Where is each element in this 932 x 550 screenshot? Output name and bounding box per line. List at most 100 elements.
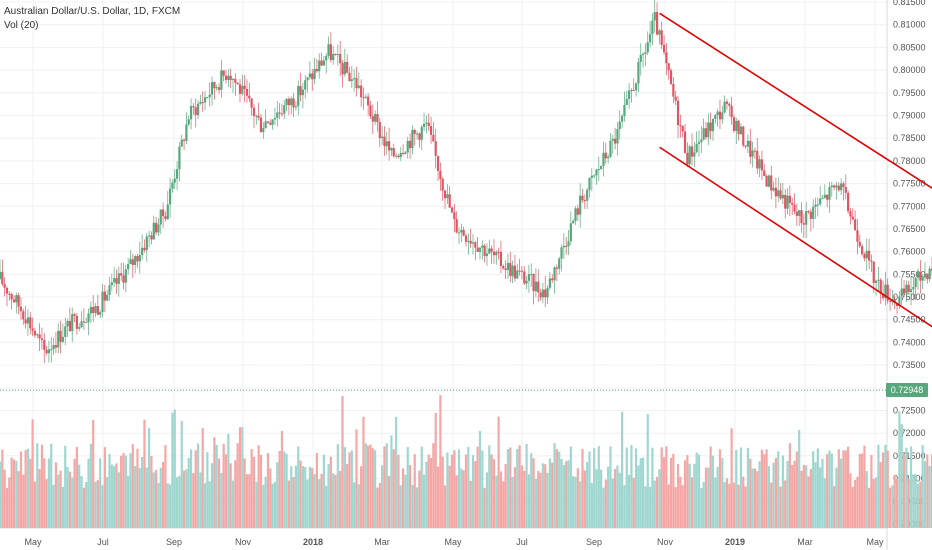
- volume-bar: [234, 460, 237, 528]
- candle-body: [360, 85, 363, 98]
- trend-channel-lower-line[interactable]: [659, 146, 932, 531]
- volume-bar: [185, 469, 188, 528]
- volume-bar: [278, 451, 281, 528]
- candle-body: [224, 75, 228, 80]
- volume-bar: [798, 429, 801, 528]
- volume-bar: [115, 463, 118, 528]
- volume-bar: [602, 487, 605, 528]
- candle-body: [555, 267, 558, 269]
- candle-body: [173, 178, 176, 183]
- candle-body: [357, 85, 360, 89]
- candle-body: [19, 306, 23, 312]
- volume-bar: [884, 444, 887, 528]
- candle-body: [353, 78, 356, 80]
- candle-body: [923, 273, 927, 278]
- candle-body: [362, 97, 365, 99]
- volume-bar: [64, 445, 67, 528]
- candle-body: [490, 248, 493, 252]
- candle-body: [669, 70, 673, 84]
- candle-body: [131, 259, 134, 265]
- candle-body: [611, 138, 614, 141]
- candle-body: [567, 241, 570, 247]
- volume-bar: [802, 464, 805, 528]
- volume-bar: [388, 475, 391, 528]
- volume-bar: [716, 466, 719, 528]
- candle-body: [765, 175, 768, 187]
- volume-bar: [374, 450, 377, 528]
- volume-bar: [662, 457, 666, 528]
- volume-bar: [763, 454, 766, 528]
- candle-body: [313, 68, 316, 80]
- volume-bar: [61, 486, 65, 528]
- y-tick-label: 0.71500: [893, 451, 926, 461]
- candle-body: [87, 313, 90, 323]
- volume-bar: [266, 453, 270, 528]
- volume-bar: [555, 449, 558, 528]
- candle-body: [336, 54, 339, 56]
- volume-bar: [262, 484, 265, 528]
- candle-body: [884, 284, 887, 299]
- volume-bar: [92, 419, 95, 528]
- candle-body: [483, 245, 486, 257]
- volume-bar: [257, 445, 260, 528]
- volume-bar: [250, 449, 253, 528]
- volume-bar: [441, 456, 444, 528]
- candle-body: [206, 97, 209, 99]
- candle-body: [509, 262, 512, 277]
- volume-bar: [29, 458, 32, 528]
- candle-body: [693, 152, 696, 157]
- volume-bar: [574, 476, 577, 528]
- volume-bar: [816, 448, 819, 528]
- candle-body: [215, 87, 218, 89]
- volume-bar: [900, 424, 903, 528]
- volume-bar: [8, 477, 11, 528]
- candle-body: [546, 287, 549, 298]
- candle-body: [5, 287, 9, 294]
- candle-body: [106, 294, 109, 301]
- candle-body: [781, 194, 784, 199]
- trend-channel-upper-line[interactable]: [659, 12, 932, 508]
- volume-bar: [427, 454, 430, 528]
- candle-body: [739, 126, 743, 135]
- volume-bar: [71, 477, 74, 528]
- candle-body: [614, 138, 617, 144]
- volume-bar: [576, 468, 579, 528]
- candle-body: [406, 140, 409, 153]
- candle-body: [597, 169, 600, 171]
- volume-bar: [842, 450, 845, 528]
- candle-body: [385, 141, 388, 147]
- candle-body: [297, 86, 300, 107]
- volume-bar: [714, 477, 717, 528]
- volume-bar: [786, 460, 789, 528]
- volume-bar: [730, 428, 733, 528]
- candle-body: [800, 210, 803, 224]
- candle-body: [471, 242, 475, 244]
- candle-body: [560, 247, 563, 259]
- candle-body: [574, 208, 577, 221]
- y-tick-label: 0.77000: [893, 201, 926, 211]
- candle-body: [266, 121, 270, 123]
- candle-body: [863, 254, 866, 259]
- candle-body: [909, 289, 913, 293]
- volume-bar: [124, 455, 127, 528]
- volume-bar: [583, 470, 586, 528]
- candle-body: [278, 112, 281, 114]
- volume-bar: [499, 471, 503, 528]
- volume-bar: [909, 446, 913, 528]
- candle-body: [558, 258, 561, 269]
- volume-bar: [45, 479, 48, 528]
- volume-bar: [623, 485, 626, 528]
- volume-bar: [772, 462, 775, 528]
- volume-bar: [558, 451, 561, 528]
- candle-body: [830, 185, 833, 188]
- candle-body: [544, 289, 547, 298]
- candle-body: [469, 240, 472, 244]
- x-tick-label: Mar: [797, 537, 813, 547]
- candle-body: [744, 145, 747, 147]
- volume-bar: [637, 465, 640, 528]
- volume-bar: [117, 472, 120, 528]
- candle-body: [511, 265, 514, 277]
- candle-body: [171, 182, 174, 189]
